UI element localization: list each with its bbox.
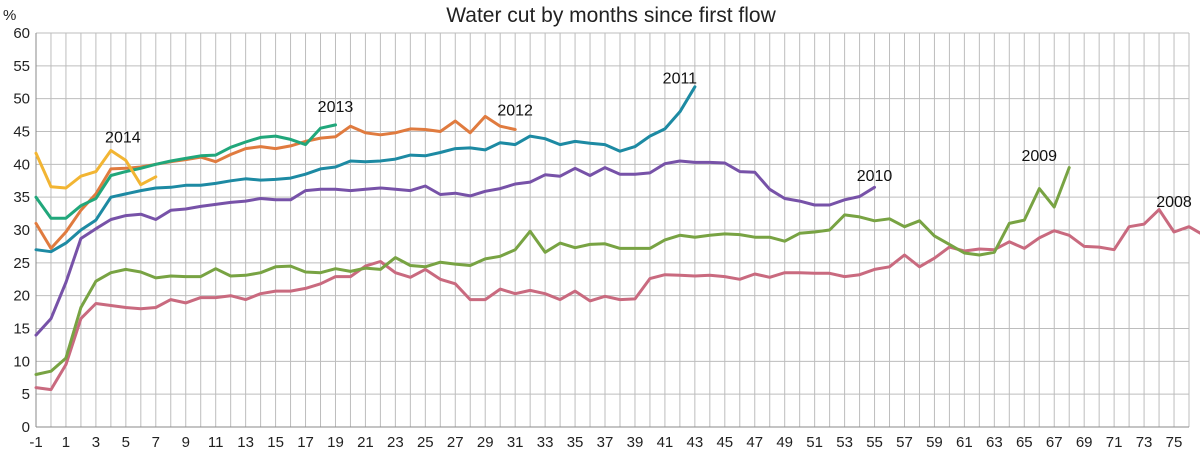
x-tick-label: 45 bbox=[716, 434, 733, 449]
x-tick-label: 15 bbox=[267, 434, 284, 449]
x-tick-label: 57 bbox=[896, 434, 913, 449]
x-tick-label: 59 bbox=[926, 434, 943, 449]
series-line-2009 bbox=[34, 166, 1071, 376]
x-tick-label: 17 bbox=[297, 434, 314, 449]
x-tick-label: 55 bbox=[866, 434, 883, 449]
series-line-2014 bbox=[34, 149, 158, 190]
x-tick-label: 7 bbox=[152, 434, 160, 449]
x-tick-label: 19 bbox=[327, 434, 344, 449]
x-tick-label: 51 bbox=[806, 434, 823, 449]
x-tick-label: 65 bbox=[1016, 434, 1033, 449]
x-tick-label: 53 bbox=[836, 434, 853, 449]
y-tick-label: 55 bbox=[13, 58, 30, 75]
x-tick-label: 27 bbox=[447, 434, 464, 449]
chart-title: Water cut by months since first flow bbox=[446, 4, 776, 27]
x-tick-label: 33 bbox=[537, 434, 554, 449]
x-tick-label: 63 bbox=[986, 434, 1003, 449]
series-line-2010 bbox=[34, 159, 876, 337]
x-tick-label: 41 bbox=[657, 434, 674, 449]
grid-layer bbox=[35, 32, 1190, 428]
y-tick-label: 15 bbox=[13, 321, 30, 338]
y-tick-label: 30 bbox=[13, 222, 30, 239]
x-tick-label: 13 bbox=[237, 434, 254, 449]
series-label-2008: 2008 bbox=[1156, 194, 1192, 211]
y-tick-label: 35 bbox=[13, 189, 30, 206]
y-tick-label: 5 bbox=[22, 386, 30, 403]
y-tick-label: 45 bbox=[13, 124, 30, 141]
y-tick-label: 40 bbox=[13, 156, 30, 173]
x-tick-label: 5 bbox=[122, 434, 130, 449]
x-tick-label: 39 bbox=[627, 434, 644, 449]
x-tick-label: 73 bbox=[1136, 434, 1153, 449]
y-axis-unit-label: % bbox=[3, 7, 16, 24]
series-label-2010: 2010 bbox=[857, 168, 893, 185]
x-tick-label: 21 bbox=[357, 434, 374, 449]
x-tick-label: 43 bbox=[687, 434, 704, 449]
series-layer bbox=[34, 85, 1200, 392]
x-tick-label: 3 bbox=[92, 434, 100, 449]
series-line-2008 bbox=[34, 208, 1200, 392]
x-tick-label: 9 bbox=[182, 434, 190, 449]
x-tick-label: 23 bbox=[387, 434, 404, 449]
series-line-2013 bbox=[34, 123, 337, 220]
y-tick-label: 60 bbox=[13, 25, 30, 42]
x-tick-label: 49 bbox=[776, 434, 793, 449]
series-line-2011 bbox=[34, 85, 697, 254]
y-tick-label: 50 bbox=[13, 91, 30, 108]
x-tick-label: 71 bbox=[1106, 434, 1123, 449]
x-tick-label: 35 bbox=[567, 434, 584, 449]
series-label-2011: 2011 bbox=[663, 71, 698, 88]
series-line-2012 bbox=[34, 114, 517, 250]
x-tick-label: 67 bbox=[1046, 434, 1063, 449]
x-tick-label: 29 bbox=[477, 434, 494, 449]
x-tick-label: 75 bbox=[1166, 434, 1183, 449]
x-tick-label: 37 bbox=[597, 434, 614, 449]
x-tick-label: 25 bbox=[417, 434, 434, 449]
y-tick-label: 10 bbox=[13, 353, 30, 370]
x-tick-label: 11 bbox=[208, 434, 224, 449]
x-tick-label: -1 bbox=[29, 434, 42, 449]
x-tick-label: 1 bbox=[62, 434, 70, 449]
series-label-layer: 2008 2009 2010 2011 2012 2013 2014 bbox=[105, 71, 1192, 211]
x-tick-label: 69 bbox=[1076, 434, 1093, 449]
x-tick-label: 61 bbox=[956, 434, 973, 449]
y-tick-label: 20 bbox=[13, 288, 30, 305]
series-label-2014: 2014 bbox=[105, 130, 141, 147]
x-tick-label: 31 bbox=[507, 434, 524, 449]
series-label-2009: 2009 bbox=[1021, 148, 1057, 165]
x-tick-label: 47 bbox=[746, 434, 763, 449]
series-label-2012: 2012 bbox=[497, 103, 533, 120]
y-tick-label: 0 bbox=[22, 419, 30, 436]
y-tick-label: 25 bbox=[13, 255, 30, 272]
series-label-2013: 2013 bbox=[318, 99, 354, 116]
